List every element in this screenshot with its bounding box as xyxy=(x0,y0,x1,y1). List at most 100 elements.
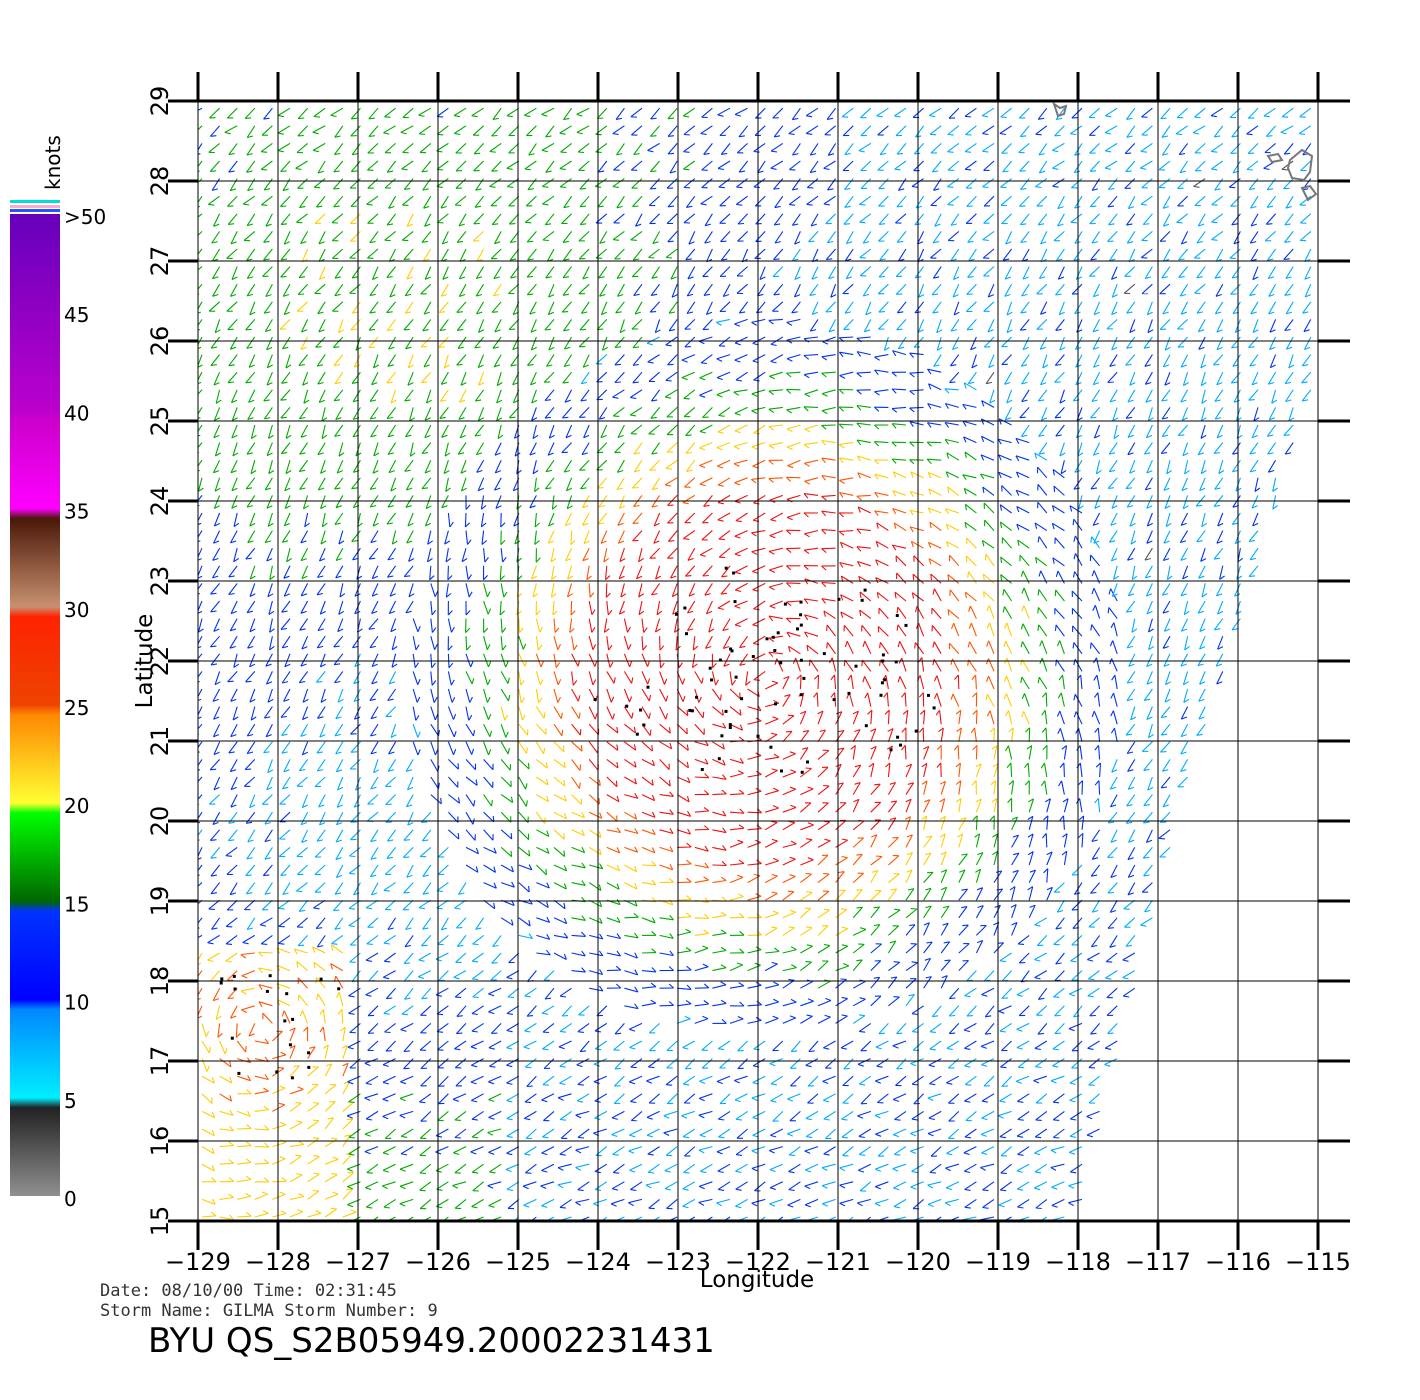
wind-vector-barb xyxy=(753,1048,760,1051)
wind-vector-barb xyxy=(940,869,947,873)
wind-vector-barb xyxy=(773,998,779,1003)
wind-vector-barb xyxy=(465,504,471,510)
wind-vector xyxy=(319,723,326,738)
wind-vector xyxy=(877,1146,889,1157)
wind-vector-barb xyxy=(557,679,562,686)
wind-vector-barb xyxy=(822,1080,829,1085)
wind-vector-barb xyxy=(1091,570,1095,577)
wind-vector-barb xyxy=(870,746,877,750)
wind-vector xyxy=(471,970,484,980)
wind-vector-barb xyxy=(787,890,794,893)
wind-vector xyxy=(317,706,326,719)
wind-vector-barb xyxy=(893,1098,900,1102)
wind-vector-barb xyxy=(1000,1189,1007,1192)
wind-vector-barb xyxy=(261,1191,268,1195)
wind-vector xyxy=(817,909,831,919)
wind-vector xyxy=(1075,553,1083,567)
wind-vector xyxy=(893,522,907,532)
wind-vector-barb xyxy=(1105,977,1112,980)
wind-vector-barb xyxy=(198,839,200,841)
wind-vector-barb xyxy=(427,540,434,545)
wind-vector xyxy=(490,970,502,981)
wind-vector-barb xyxy=(542,1048,549,1051)
wind-vector-barb xyxy=(598,505,605,508)
wind-vector xyxy=(419,846,432,858)
wind-vector-barb xyxy=(999,504,1003,511)
wind-vector xyxy=(442,1216,449,1221)
wind-vector xyxy=(278,934,291,944)
wind-vector xyxy=(765,807,779,813)
wind-vector xyxy=(823,1110,836,1120)
wind-vector-barb xyxy=(859,997,866,1000)
wind-vector xyxy=(1071,1040,1083,1052)
wind-vector xyxy=(268,600,273,615)
wind-vector-barb xyxy=(929,1224,935,1225)
wind-vector-barb xyxy=(300,733,307,737)
wind-vector-barb xyxy=(373,452,380,457)
wind-vector xyxy=(530,565,537,580)
wind-vector xyxy=(929,521,942,532)
wind-vector xyxy=(878,607,889,619)
wind-vector-barb xyxy=(299,487,306,490)
wind-vector-barb xyxy=(1073,553,1077,560)
wind-vector xyxy=(364,1146,379,1153)
wind-vector xyxy=(655,565,661,580)
wind-vector xyxy=(586,565,590,580)
wind-vector xyxy=(874,1110,889,1116)
wind-vector xyxy=(307,1102,320,1112)
wind-vector xyxy=(212,547,221,561)
wind-vector-barb xyxy=(317,628,324,632)
wind-vector xyxy=(536,829,550,837)
wind-vector-barb xyxy=(1092,522,1099,526)
wind-vector xyxy=(388,600,397,614)
wind-vector-barb xyxy=(981,1117,988,1121)
wind-vector-barb xyxy=(454,1119,461,1121)
wind-vector-barb xyxy=(804,1185,811,1190)
wind-vector xyxy=(348,1128,361,1138)
wind-vector xyxy=(465,776,478,786)
wind-vector xyxy=(518,934,533,940)
wind-vector-barb xyxy=(964,1170,971,1174)
wind-vector-barb xyxy=(651,779,654,786)
wind-vector-barb xyxy=(999,960,1006,963)
wind-vector xyxy=(487,1128,502,1134)
wind-vector-barb xyxy=(840,611,844,618)
wind-vector xyxy=(407,811,414,826)
wind-vector-barb xyxy=(1015,489,1020,496)
wind-vector xyxy=(752,1058,766,1067)
wind-vector xyxy=(629,1040,643,1048)
wind-vector-barb xyxy=(957,833,963,838)
wind-vector xyxy=(254,1193,268,1200)
wind-vector xyxy=(905,888,915,901)
wind-vector xyxy=(735,1163,748,1172)
wind-vector-barb xyxy=(1143,804,1150,807)
wind-vector xyxy=(427,530,432,545)
wind-vector-barb xyxy=(401,1224,407,1225)
wind-vector xyxy=(1163,618,1171,632)
wind-vector-barb xyxy=(1017,1118,1024,1121)
wind-vector-barb xyxy=(483,627,489,633)
wind-vector xyxy=(219,1093,232,1102)
wind-vector xyxy=(201,1040,210,1054)
wind-vector xyxy=(712,706,724,716)
wind-vector xyxy=(559,1110,572,1120)
wind-vector xyxy=(317,442,326,455)
wind-vector xyxy=(712,811,727,817)
wind-vector-barb xyxy=(910,1132,917,1137)
wind-vector xyxy=(887,728,894,742)
wind-vector-barb xyxy=(299,680,306,684)
wind-vector-barb xyxy=(213,751,220,756)
wind-vector xyxy=(426,548,432,562)
wind-vector-barb xyxy=(737,1015,744,1020)
wind-vector-barb xyxy=(789,909,796,913)
wind-vector xyxy=(1038,676,1048,690)
wind-vector-barb xyxy=(1214,628,1221,631)
wind-vector-barb xyxy=(653,522,660,527)
wind-vector xyxy=(1078,728,1083,742)
wind-vector xyxy=(299,477,309,490)
wind-vector xyxy=(1023,711,1030,725)
wind-vector-barb xyxy=(599,863,604,869)
wind-vector-barb xyxy=(249,593,256,597)
wind-vector-barb xyxy=(1162,610,1169,614)
wind-vector-barb xyxy=(751,532,757,537)
